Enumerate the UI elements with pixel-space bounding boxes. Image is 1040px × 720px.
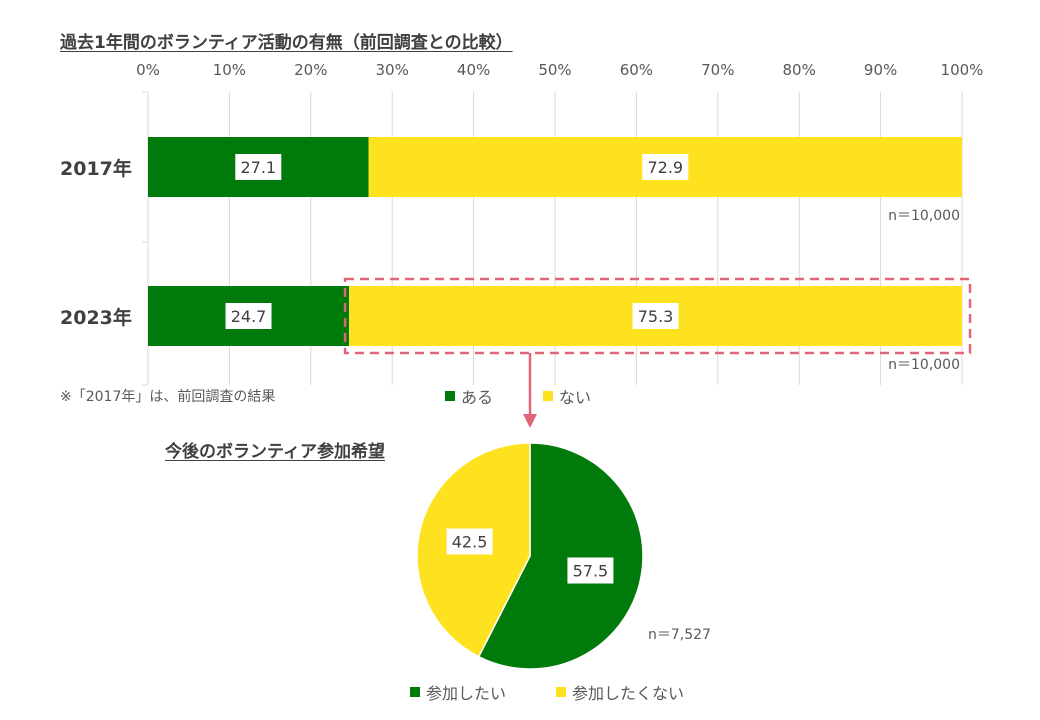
pie-data-label-text: 42.5 bbox=[452, 532, 488, 551]
data-label-text: 24.7 bbox=[231, 307, 267, 326]
data-label-text: 72.9 bbox=[647, 158, 683, 177]
legend-label: ない bbox=[559, 388, 592, 407]
data-label-text: 75.3 bbox=[638, 307, 674, 326]
bar-legend: ある ない bbox=[445, 384, 641, 408]
legend-item-sanka-shitai: 参加したい bbox=[410, 680, 506, 704]
pie-slice bbox=[477, 442, 644, 670]
x-tick-label: 40% bbox=[457, 61, 490, 79]
data-label-box bbox=[632, 303, 679, 329]
data-label-box bbox=[642, 154, 689, 180]
data-label: 72.9 bbox=[642, 154, 689, 180]
legend-item-aru: ある bbox=[445, 384, 493, 408]
data-label: 75.3 bbox=[632, 303, 679, 329]
bar-chart-title: 過去1年間のボランティア活動の有無（前回調査との比較） bbox=[60, 33, 513, 53]
legend-swatch-green bbox=[445, 391, 455, 401]
sample-size-label: n＝10,000 bbox=[888, 208, 960, 224]
legend-swatch-yellow bbox=[543, 391, 554, 401]
footnote: ※「2017年」は、前回調査の結果 bbox=[60, 389, 276, 405]
x-tick-label: 30% bbox=[376, 61, 409, 79]
category-label: 2023年 bbox=[60, 306, 132, 329]
x-tick-label: 100% bbox=[941, 61, 984, 79]
x-tick-label: 80% bbox=[783, 61, 816, 79]
data-label-box bbox=[235, 154, 282, 180]
legend-swatch-green bbox=[410, 687, 420, 697]
data-label-text: 27.1 bbox=[240, 158, 276, 177]
pie-sample-size: n＝7,527 bbox=[648, 627, 711, 643]
bar-layer: 2017年 27.1 72.9 n＝10,000 2023年 24.7 75.3 n＝10,0… bbox=[60, 137, 972, 428]
pie-data-label: 42.5 bbox=[446, 528, 493, 555]
legend-swatch-yellow bbox=[556, 687, 567, 697]
x-tick-label: 90% bbox=[864, 61, 897, 79]
category-label: 2017年 bbox=[60, 157, 132, 180]
pie-data-label-box bbox=[567, 557, 614, 584]
pie-layer: 57.5 42.5 n＝7,527 bbox=[416, 442, 711, 670]
data-label: 27.1 bbox=[235, 154, 282, 180]
pie-data-label: 57.5 bbox=[567, 557, 614, 584]
data-label-box bbox=[225, 303, 272, 329]
x-tick-label: 70% bbox=[701, 61, 734, 79]
legend-label: 参加したくない bbox=[572, 684, 685, 703]
data-label: 24.7 bbox=[225, 303, 272, 329]
pie-data-label-box bbox=[446, 528, 493, 555]
arrow-head bbox=[523, 414, 537, 428]
pie-legend: 参加したい 参加したくない bbox=[410, 680, 734, 704]
x-tick-label: 50% bbox=[538, 61, 571, 79]
pie-chart-title: 今後のボランティア参加希望 bbox=[165, 442, 385, 462]
legend-item-nai: ない bbox=[543, 384, 591, 408]
x-tick-label: 60% bbox=[620, 61, 653, 79]
sample-size-label: n＝10,000 bbox=[888, 357, 960, 373]
legend-item-sanka-shitakunai: 参加したくない bbox=[556, 680, 684, 704]
x-tick-label: 20% bbox=[294, 61, 327, 79]
legend-label: ある bbox=[461, 388, 494, 407]
x-tick-label: 10% bbox=[213, 61, 246, 79]
pie-data-label-text: 57.5 bbox=[573, 562, 609, 581]
highlight-box bbox=[343, 277, 972, 355]
x-tick-label: 0% bbox=[136, 61, 160, 79]
legend-label: 参加したい bbox=[426, 684, 507, 703]
